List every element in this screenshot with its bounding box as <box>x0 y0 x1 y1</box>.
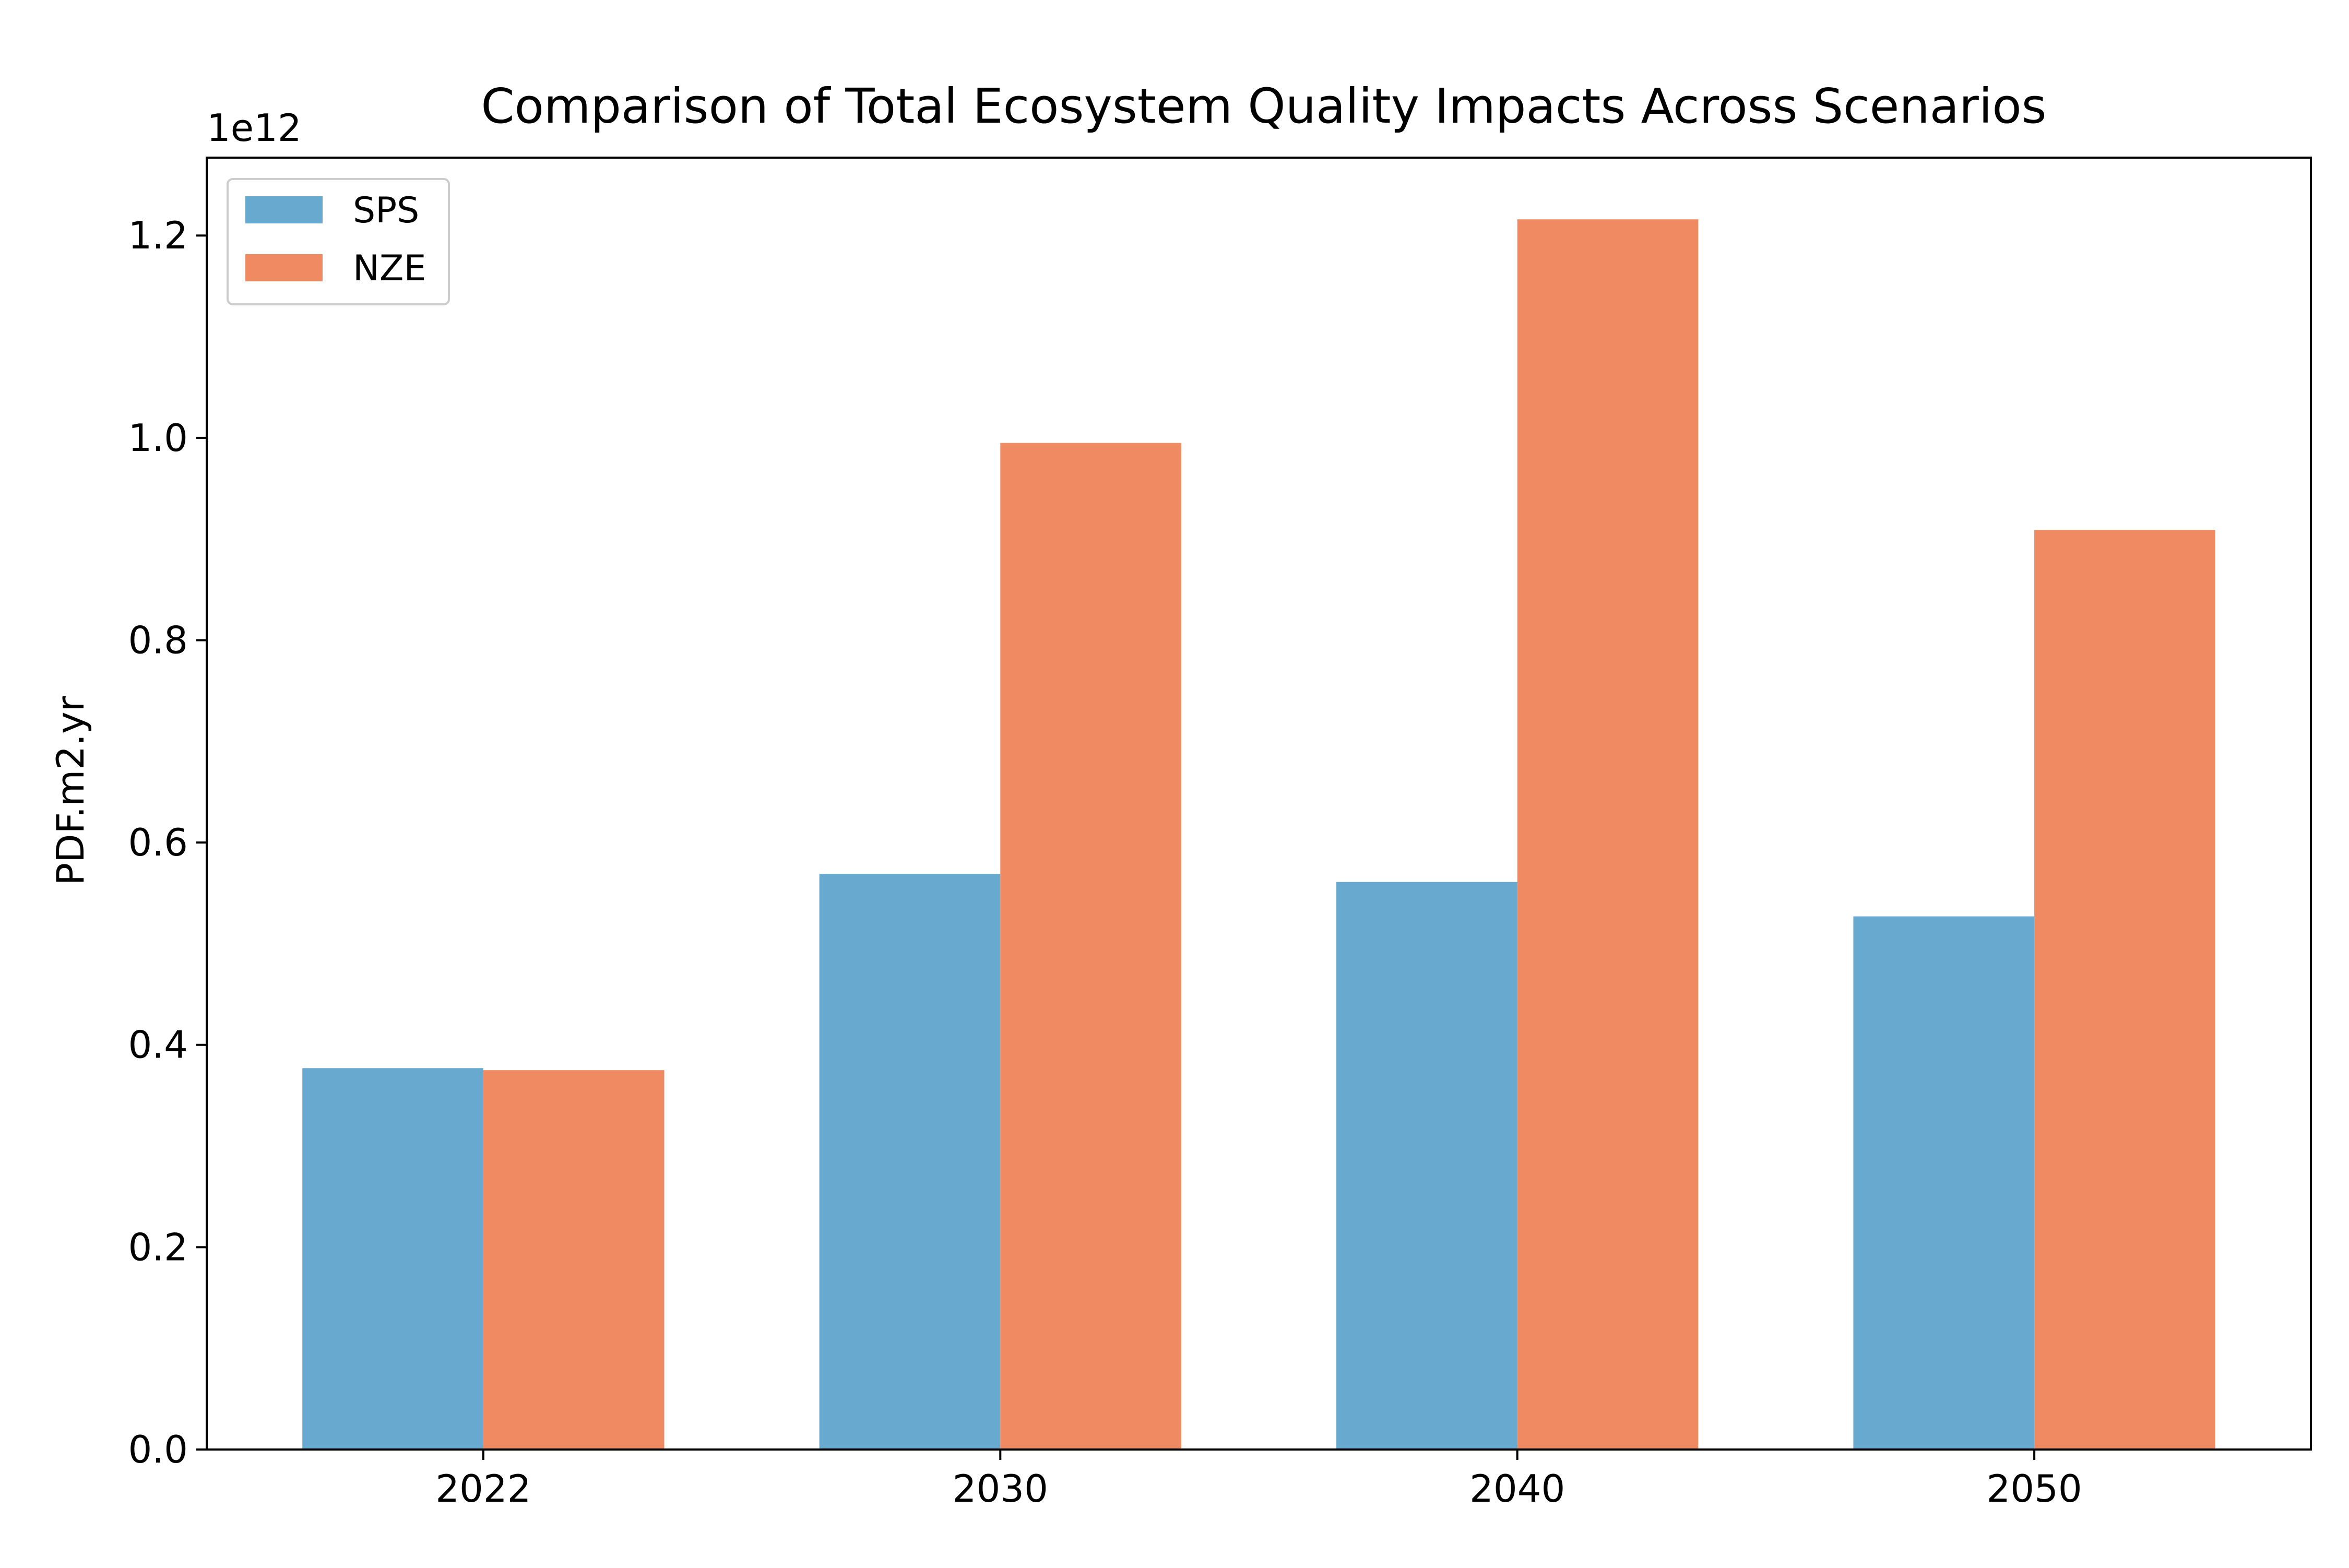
bar-nze-2040 <box>1517 219 1699 1450</box>
y-tick-label: 0.8 <box>128 618 188 662</box>
y-tick-label: 0.6 <box>128 821 188 864</box>
bar-sps-2050 <box>1853 916 2035 1450</box>
legend: SPS NZE <box>227 178 450 305</box>
bar-sps-2040 <box>1336 882 1517 1450</box>
bar-sps-2022 <box>302 1068 483 1450</box>
y-tick-label: 0.4 <box>128 1023 188 1067</box>
bars-layer <box>302 219 2215 1450</box>
legend-swatch-nze <box>245 254 323 281</box>
y-tick-label: 1.2 <box>128 213 188 257</box>
legend-swatch-sps <box>245 196 323 223</box>
x-tick-label: 2030 <box>953 1467 1048 1511</box>
y-tick-label: 0.0 <box>128 1428 188 1471</box>
x-tick-label: 2022 <box>435 1467 531 1511</box>
bar-sps-2030 <box>819 874 1001 1450</box>
x-tick-label: 2050 <box>1987 1467 2082 1511</box>
x-tick-label: 2040 <box>1469 1467 1565 1511</box>
x-axis: 2022 2030 2040 2050 <box>435 1450 2082 1511</box>
plot-frame <box>206 157 2312 1451</box>
y-axis-offset-label: 1e12 <box>207 106 302 150</box>
bar-nze-2050 <box>2034 530 2215 1450</box>
legend-label-sps: SPS <box>353 190 419 231</box>
y-tick-label: 1.0 <box>128 416 188 460</box>
y-axis-label: PDF.m2.yr <box>49 696 92 885</box>
legend-label-nze: NZE <box>353 248 426 289</box>
y-tick-label: 0.2 <box>128 1225 188 1269</box>
y-axis: 0.0 0.2 0.4 0.6 0.8 1.0 1.2 <box>128 213 207 1471</box>
bar-nze-2030 <box>1000 443 1181 1450</box>
bar-nze-2022 <box>483 1070 665 1450</box>
chart-title: Comparison of Total Ecosystem Quality Im… <box>481 78 2046 134</box>
